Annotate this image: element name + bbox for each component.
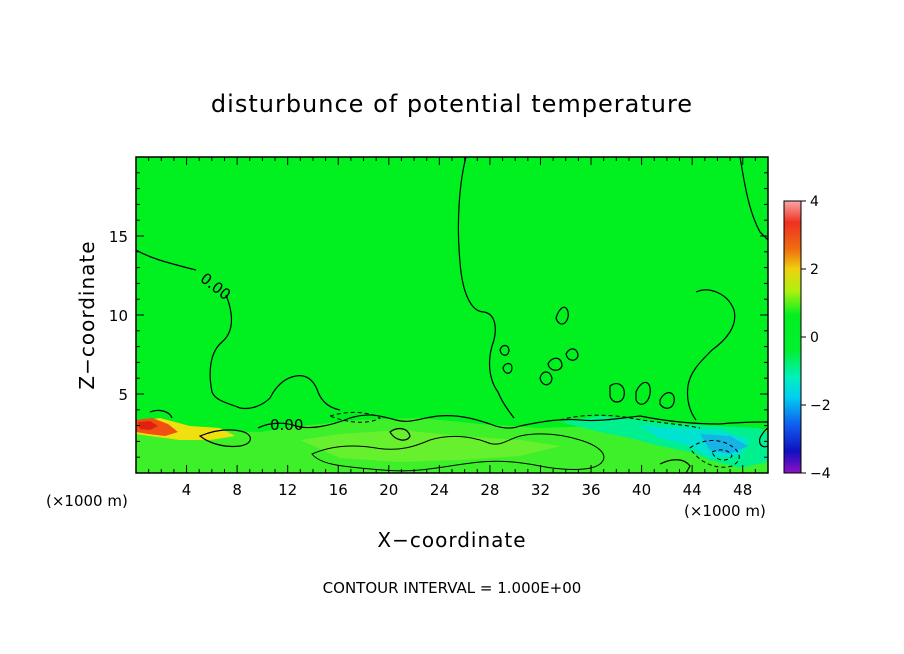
colorbar-tick-label: −2	[810, 398, 831, 414]
chart-title: disturbunce of potential temperature	[211, 90, 693, 118]
x-tick-label: 24	[430, 481, 449, 499]
colorbar-tick-label: 2	[810, 262, 819, 278]
colorbar-tick-label: 4	[810, 194, 819, 210]
x-tick-label: 28	[480, 481, 499, 499]
x-axis-label: X−coordinate	[377, 528, 526, 552]
contour-interval-note: CONTOUR INTERVAL = 1.000E+00	[323, 579, 582, 597]
x-tick-label: 4	[182, 481, 192, 499]
y-tick-label: 15	[109, 228, 128, 246]
contour-field	[136, 157, 768, 473]
colorbar-ticks: 4 2 0 −2 −4	[801, 194, 831, 482]
x-unit-label: (×1000 m)	[684, 502, 766, 520]
x-tick-label: 36	[581, 481, 600, 499]
colorbar-tick-label: 0	[810, 330, 819, 346]
x-axis-ticks: 4 8 12 16 20 24 28 32 36 40 44 48	[148, 157, 756, 499]
x-tick-label: 32	[531, 481, 550, 499]
x-tick-label: 44	[683, 481, 702, 499]
x-tick-label: 12	[278, 481, 297, 499]
x-tick-label: 8	[232, 481, 242, 499]
y-unit-label: (×1000 m)	[46, 492, 128, 510]
y-tick-label: 10	[109, 307, 128, 325]
x-tick-label: 20	[379, 481, 398, 499]
y-axis-ticks: 5 10 15	[109, 172, 768, 458]
x-tick-label: 16	[329, 481, 348, 499]
x-tick-label: 48	[733, 481, 752, 499]
contour-label: 0.00	[270, 416, 303, 434]
colorbar-tick-label: −4	[810, 466, 831, 482]
y-axis-label: Z−coordinate	[75, 240, 99, 389]
colorbar	[783, 200, 802, 474]
x-tick-label: 40	[632, 481, 651, 499]
y-tick-label: 5	[118, 386, 128, 404]
